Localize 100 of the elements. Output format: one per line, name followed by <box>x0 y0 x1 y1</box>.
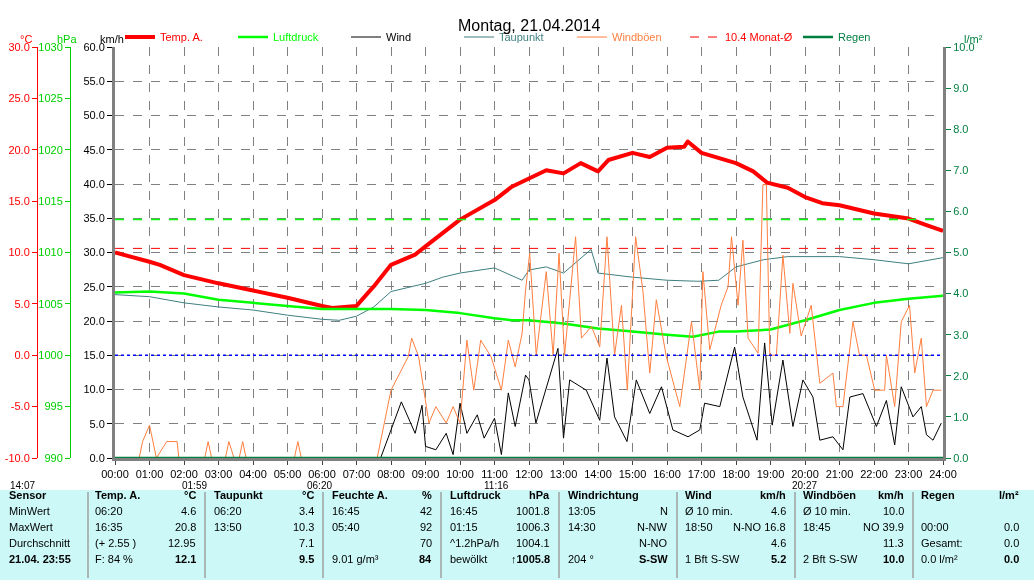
text: 1006.3 <box>516 521 550 533</box>
text: Regen <box>921 489 955 501</box>
chart-title: Montag, 21.04.2014 <box>458 17 601 34</box>
x-tick-label: 09:00 <box>411 468 440 481</box>
text: 4.6 <box>181 505 197 517</box>
x-tick-label: 15:00 <box>618 468 647 481</box>
y2-tick-label: 1000 <box>38 349 63 362</box>
text: Windböen <box>803 489 857 501</box>
text: 5.2 <box>771 553 787 565</box>
text: NO 39.9 <box>863 521 904 533</box>
text: 18:45 <box>803 521 831 533</box>
y3-tick-label: 0.0 <box>89 451 105 464</box>
y-tick-label: 6.0 <box>953 205 969 218</box>
text: 06:20 <box>214 505 242 517</box>
y3-tick-label: 20.0 <box>83 314 105 327</box>
text: km/h <box>760 489 786 501</box>
text: 13:05 <box>568 505 596 517</box>
y3-tick-label: 50.0 <box>83 109 105 122</box>
y-tick-label: 4.0 <box>953 287 969 300</box>
text: 0.0 <box>1004 537 1020 549</box>
y3-tick-label: 40.0 <box>83 177 105 190</box>
y3-tick-label: 35.0 <box>83 212 105 225</box>
y-tick-label: 2.0 <box>953 369 969 382</box>
text: 84 <box>419 553 433 565</box>
text: 20.8 <box>175 521 197 533</box>
text: ↑1005.8 <box>511 553 551 565</box>
x-tick-label: 24:00 <box>929 468 957 481</box>
text: Temp. A. <box>95 489 141 501</box>
y2-tick-label: 1005 <box>38 297 63 310</box>
y2-tick-label: 995 <box>44 400 63 413</box>
y-tick-label: 8.0 <box>953 123 969 136</box>
text: 14:30 <box>568 521 596 533</box>
text: N-NO 16.8 <box>733 521 786 533</box>
text: 12.1 <box>175 553 197 565</box>
text: 06:20 <box>307 480 333 491</box>
text: 10.3 <box>293 521 315 533</box>
text: N-NW <box>637 521 668 533</box>
y-tick-label: -10.0 <box>4 451 30 464</box>
text: MaxWert <box>9 521 53 533</box>
x-tick-label: 00:00 <box>101 468 129 481</box>
y2-tick-label: 1025 <box>38 92 63 105</box>
text: Ø 10 min. <box>685 505 733 517</box>
text: Gesamt: <box>921 537 963 549</box>
text: % <box>422 489 432 501</box>
legend-label: Regen <box>838 31 871 44</box>
text: Wind <box>685 489 712 501</box>
text: 10.0 <box>883 553 905 565</box>
legend-label: 10.4 Monat-Ø <box>725 31 793 44</box>
y-tick-label: 7.0 <box>953 164 969 177</box>
x-tick-label: 20:00 <box>791 468 819 481</box>
text: ^1.2hPa/h <box>450 537 500 549</box>
text: 4.6 <box>771 505 787 517</box>
x-tick-label: 03:00 <box>204 468 233 481</box>
text: 12.95 <box>168 537 196 549</box>
text: Ø 10 min. <box>803 505 851 517</box>
text: 11:16 <box>484 480 509 491</box>
text: 70 <box>420 537 433 549</box>
y2-tick-label: 990 <box>44 451 63 464</box>
text: 9.5 <box>299 553 315 565</box>
text: 0.0 <box>1004 521 1020 533</box>
x-tick-label: 17:00 <box>687 468 716 481</box>
x-tick-label: 21:00 <box>825 468 854 481</box>
text: Durchschnitt <box>9 537 71 549</box>
text: 20:27 <box>792 480 818 491</box>
y-tick-label: 9.0 <box>953 81 969 94</box>
text: 0.0 l/m² <box>921 553 959 565</box>
y-tick-label: 10.0 <box>8 246 30 259</box>
text: 3.4 <box>299 505 315 517</box>
text: km/h <box>878 489 904 501</box>
y2-tick-label: 1010 <box>38 246 63 259</box>
legend-label: Luftdruck <box>273 31 319 44</box>
text: 1001.8 <box>516 505 550 517</box>
text: 204 ° <box>568 553 594 565</box>
text: l/m² <box>999 489 1019 501</box>
text: 0.0 <box>1004 553 1020 565</box>
y-tick-label: 0.0 <box>953 451 969 464</box>
text: 92 <box>420 521 433 533</box>
text: 00:00 <box>921 521 949 533</box>
x-tick-label: 10:00 <box>446 468 474 481</box>
y-tick-label: 5.0 <box>953 246 969 259</box>
y3-tick-label: 45.0 <box>83 143 105 156</box>
text: 7.1 <box>299 537 315 549</box>
text: bewölkt <box>450 553 488 565</box>
x-tick-label: 19:00 <box>756 468 785 481</box>
x-tick-label: 18:00 <box>722 468 750 481</box>
y-tick-label: 0.0 <box>14 349 30 362</box>
y2-tick-label: 1015 <box>38 194 63 207</box>
text: S-SW <box>639 553 669 565</box>
text: 18:50 <box>685 521 713 533</box>
text: 14:07 <box>10 480 36 491</box>
text: 4.6 <box>771 537 787 549</box>
text: 16:45 <box>332 505 360 517</box>
legend-label: Wind <box>386 31 412 44</box>
y3-tick-label: 10.0 <box>83 383 105 396</box>
text: 05:40 <box>332 521 360 533</box>
y-tick-label: 25.0 <box>8 92 30 105</box>
y-tick-label: 5.0 <box>14 297 30 310</box>
legend-label: Temp. A. <box>160 31 203 44</box>
x-tick-label: 23:00 <box>894 468 923 481</box>
y-tick-label: 3.0 <box>953 328 969 341</box>
